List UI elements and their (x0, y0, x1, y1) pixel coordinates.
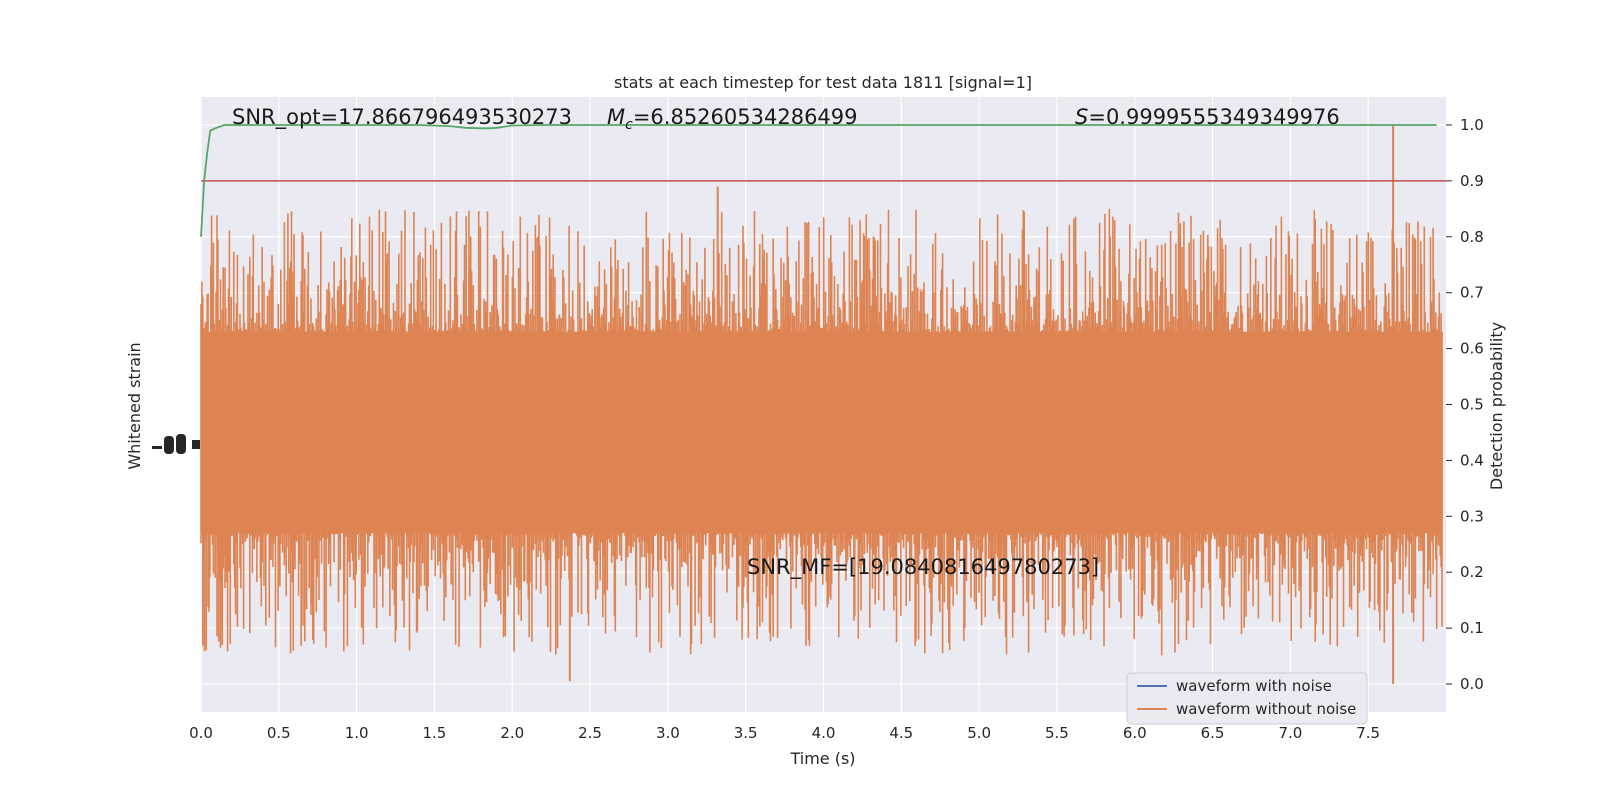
strain-waveform (200, 124, 1443, 685)
x-tick-label: 4.5 (889, 724, 913, 742)
legend: waveform with noise waveform without noi… (1126, 672, 1368, 725)
x-tick-label: 3.5 (734, 724, 758, 742)
chirp-mass-subscript: c (625, 117, 633, 133)
y-tick-label: 0.3 (1460, 507, 1484, 525)
x-tick-label: 2.5 (578, 724, 602, 742)
x-tick-label: 6.0 (1123, 724, 1147, 742)
x-tick-label: 5.0 (967, 724, 991, 742)
detection-probability-group (200, 124, 1437, 237)
strain-core-band (201, 348, 1443, 517)
legend-label-without-noise: waveform without noise (1176, 700, 1356, 718)
x-tick-label: 1.5 (423, 724, 447, 742)
x-tick-label: 4.0 (812, 724, 836, 742)
snr-mf-annotation: SNR_MF=[19.08408164978027​3] (747, 555, 1099, 580)
legend-label-with-noise: waveform with noise (1176, 677, 1332, 695)
y-tick-label: 0.4 (1460, 451, 1484, 469)
x-tick-label: 7.0 (1278, 724, 1302, 742)
x-tick-label: 3.0 (656, 724, 680, 742)
s-value: =0.9999555349349976 (1088, 105, 1339, 129)
y-tick-label: 0.2 (1460, 563, 1484, 581)
y-axis-label-right: Detection probability (1487, 322, 1506, 490)
chirp-mass-symbol: M (607, 105, 625, 129)
x-tick-label: 7.5 (1356, 724, 1380, 742)
y-tick-label: 0.7 (1460, 284, 1484, 302)
x-tick-label: 5.5 (1045, 724, 1069, 742)
y-tick-label: 0.5 (1460, 396, 1484, 414)
x-tick-labels: 0.0 0.5 1.0 1.5 2.0 2.5 3.0 3.5 4.0 4.5 5.0 5.5 6.0 6… (189, 724, 1380, 742)
detection-probability-line (200, 124, 1437, 237)
y-tick-label: 0.9 (1460, 172, 1484, 190)
y-axis-label-left: Whitened strain (125, 342, 144, 469)
s-annotation: S=0.9999555349349976 (1075, 105, 1340, 129)
chirp-mass-value: =6.85260534286499 (633, 105, 858, 129)
s-symbol: S (1075, 105, 1088, 129)
y-tick-label: 0.6 (1460, 340, 1484, 358)
x-tick-label: 6.5 (1201, 724, 1225, 742)
legend-box (1126, 672, 1368, 725)
x-tick-label: 0.0 (189, 724, 213, 742)
x-tick-label: 1.0 (345, 724, 369, 742)
left-axis-tick-clutter (152, 434, 200, 454)
y-tick-label: 0.1 (1460, 619, 1484, 637)
y-right-tick-labels: 0.0 0.1 0.2 0.3 0.4 0.5 0.6 0.7 0.8 0.9 1.0 (1446, 116, 1484, 693)
chart-title: stats at each timestep for test data 181… (614, 73, 1032, 92)
x-tick-label: 0.5 (267, 724, 291, 742)
y-tick-label: 0.8 (1460, 228, 1484, 246)
snr-opt-annotation: SNR_opt=17.866796493530273 (232, 105, 572, 130)
y-tick-label: 1.0 (1460, 116, 1484, 134)
chirp-mass-annotation: Mc=6.85260534286499 (607, 105, 858, 133)
y-tick-label: 0.0 (1460, 675, 1484, 693)
x-tick-label: 2.0 (500, 724, 524, 742)
x-axis-label: Time (s) (789, 749, 855, 768)
